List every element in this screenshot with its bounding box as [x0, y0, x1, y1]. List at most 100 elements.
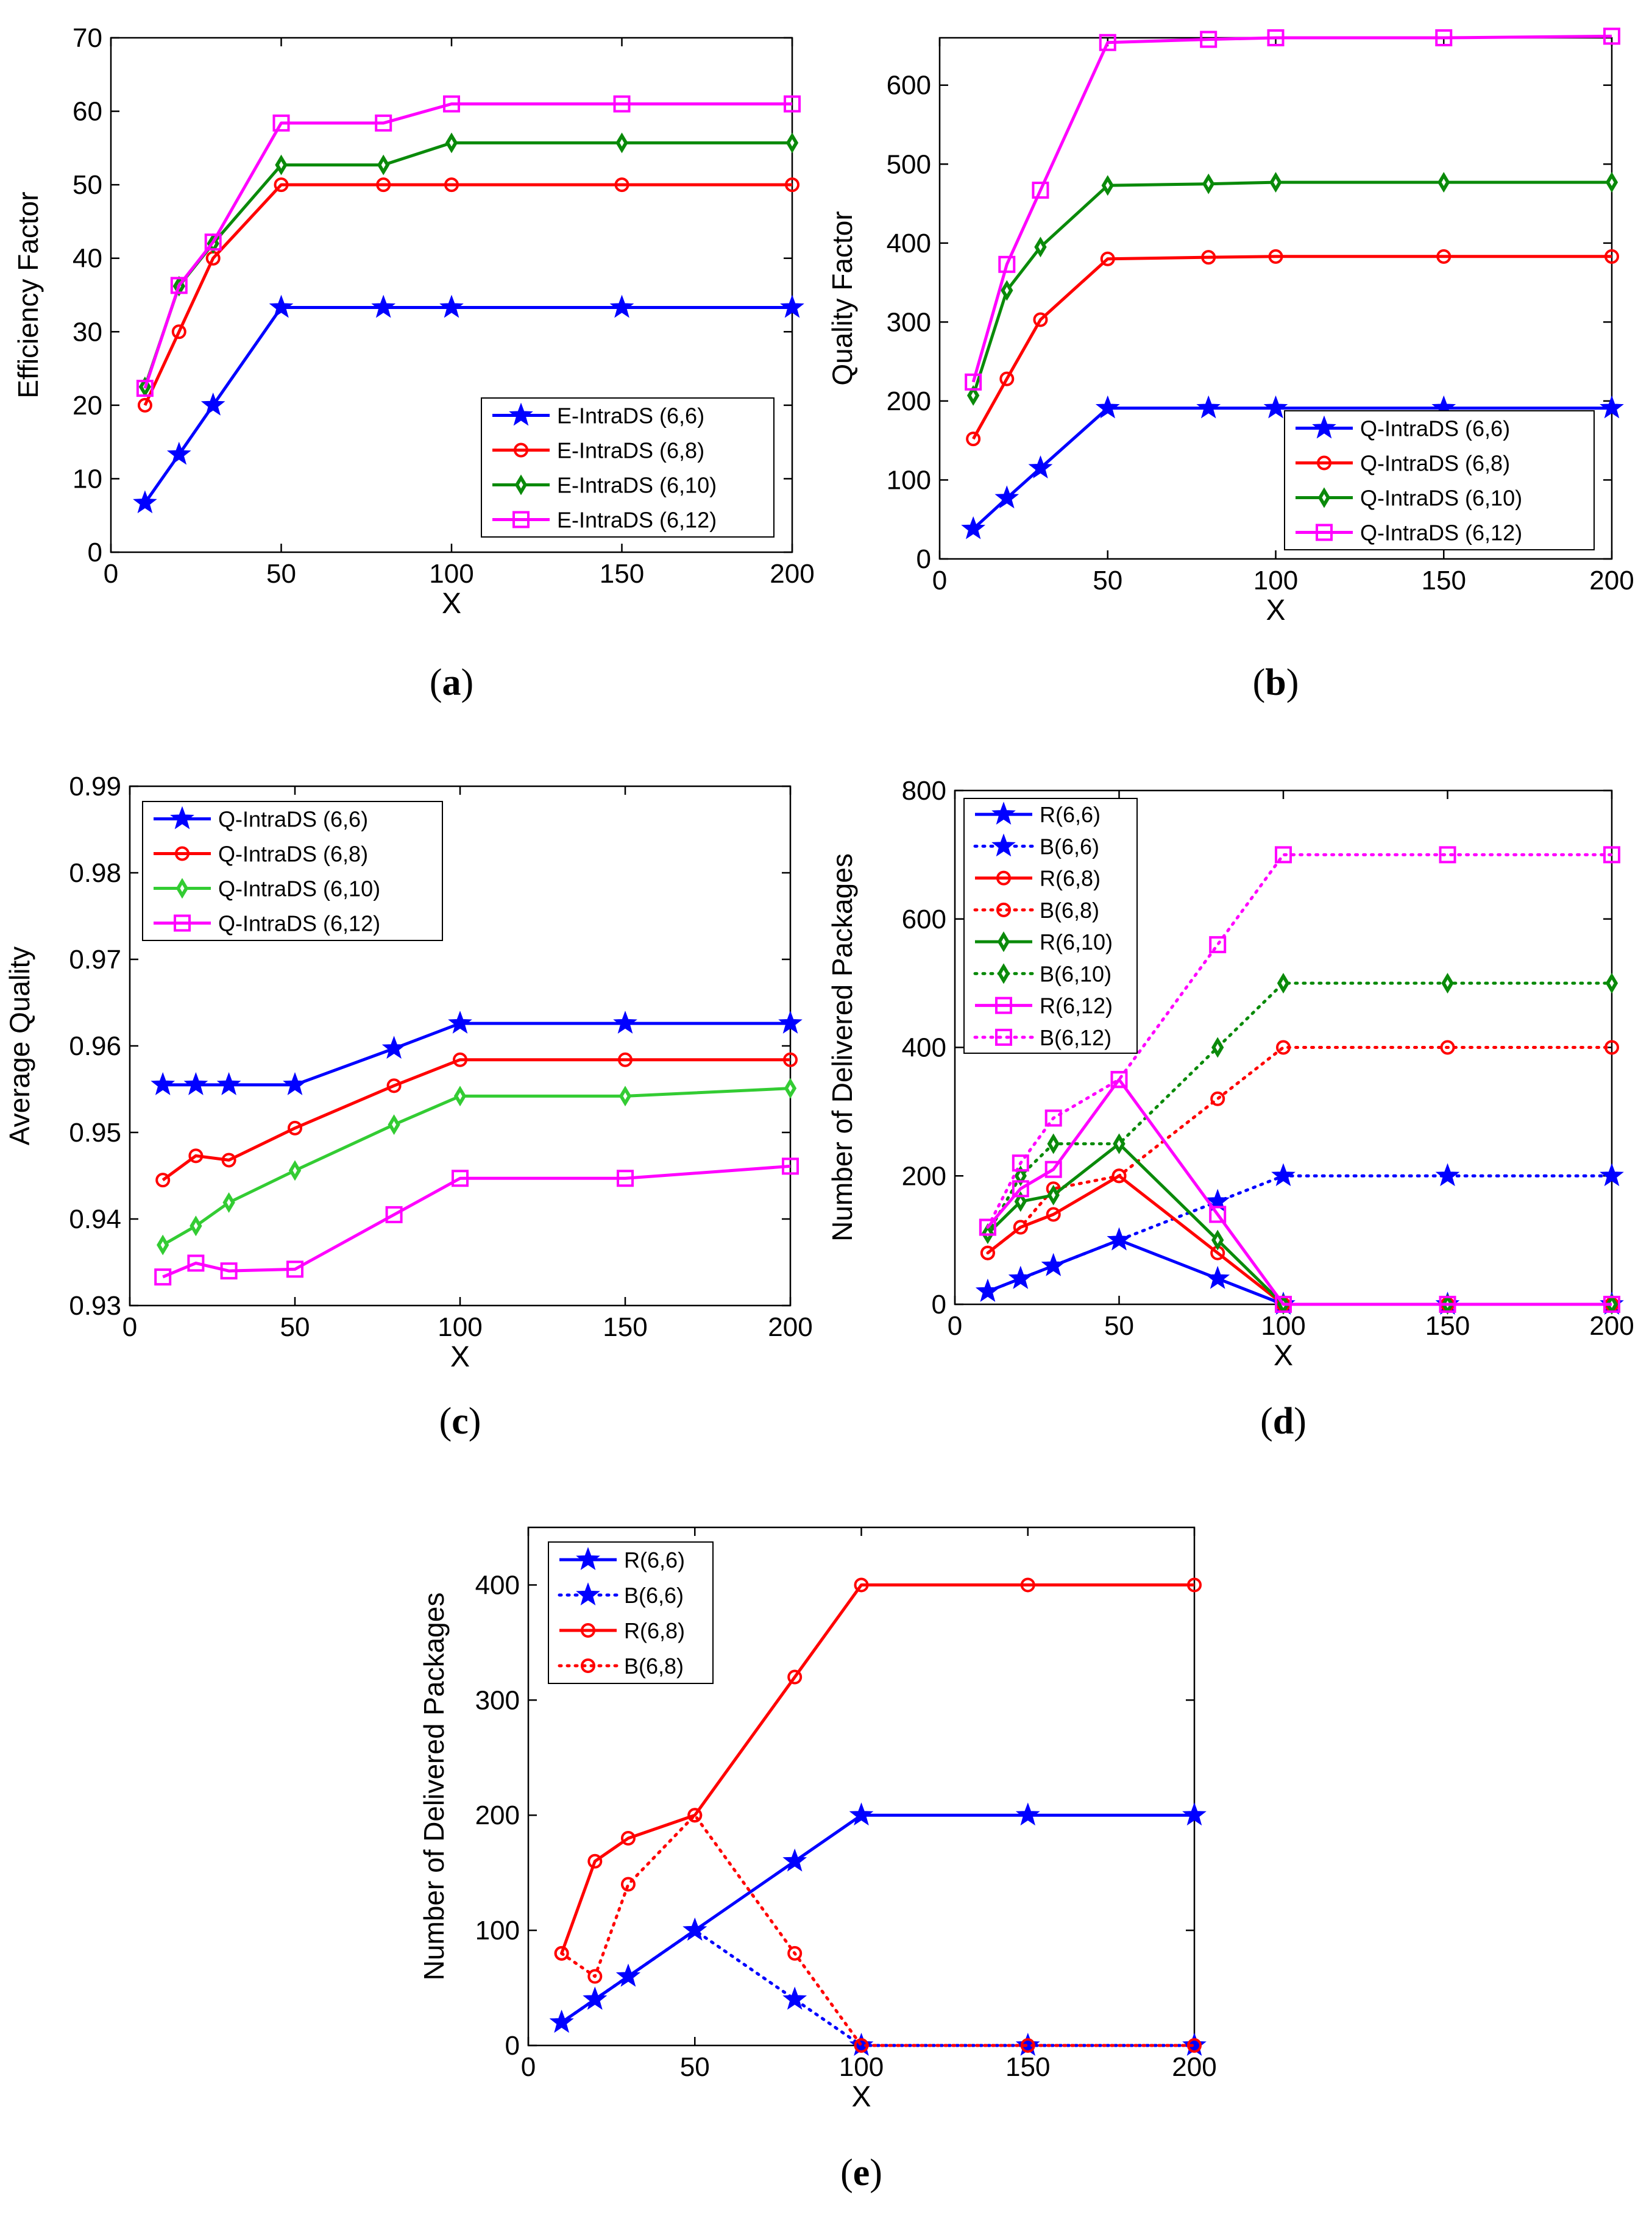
legend-marker: [175, 846, 190, 861]
data-point: [620, 1831, 636, 1846]
data-point: [966, 432, 981, 447]
data-point: [274, 177, 289, 193]
legend-item: B(6,8): [558, 1654, 684, 1679]
legend-box: [548, 1541, 714, 1684]
data-point: [980, 1245, 995, 1260]
data-point: [782, 1157, 799, 1175]
legend: Q-IntraDS (6,6) Q-IntraDS (6,8) Q-IntraDS …: [142, 801, 443, 941]
legend-label: Q-IntraDS (6,8): [1360, 451, 1510, 476]
legend-marker: [514, 474, 528, 496]
legend-item: R(6,6): [559, 1547, 685, 1572]
data-point: [613, 1011, 637, 1034]
legend: R(6,6) B(6,6) R(6,8) B(6,8): [548, 1541, 714, 1684]
data-point: [619, 1086, 632, 1107]
series-4: [554, 1808, 1202, 2053]
x-tick-label: 150: [603, 1312, 647, 1342]
data-point: [1439, 846, 1456, 864]
series-line: [162, 1164, 791, 1279]
y-tick-label: 0.94: [69, 1204, 121, 1234]
legend-label: B(6,8): [624, 1654, 684, 1679]
data-point: [1209, 1206, 1227, 1223]
data-point: [1028, 455, 1053, 478]
y-axis-label: Quality Factor: [826, 211, 858, 385]
series-4: [980, 1040, 1619, 1260]
y-tick-label: 0: [916, 544, 931, 574]
data-point: [1095, 395, 1120, 419]
data-point: [784, 95, 801, 113]
data-point: [1263, 395, 1288, 419]
data-point: [1600, 395, 1624, 419]
legend-label: Q-IntraDS (6,6): [1360, 416, 1510, 441]
legend-item: Q-IntraDS (6,6): [154, 806, 368, 832]
y-tick-label: 20: [73, 391, 102, 421]
series-2: [549, 1917, 1207, 2056]
data-point: [1275, 846, 1292, 864]
legend-marker: [1312, 415, 1336, 439]
legend-item: B(6,10): [973, 961, 1111, 986]
legend-marker: [581, 1658, 595, 1673]
data-point: [1436, 249, 1452, 264]
data-point: [615, 132, 628, 154]
data-point: [439, 294, 464, 318]
y-tick-label: 200: [902, 1161, 946, 1191]
x-tick-label: 0: [104, 559, 118, 589]
y-tick-label: 70: [73, 23, 102, 53]
data-point: [1047, 1133, 1060, 1154]
legend-label: Q-IntraDS (6,10): [1360, 486, 1522, 511]
legend-item: Q-IntraDS (6,8): [154, 842, 368, 867]
data-point: [785, 177, 799, 193]
data-point: [1008, 1265, 1033, 1289]
data-point: [1013, 1220, 1028, 1235]
legend-marker: [509, 402, 533, 426]
legend-marker: [576, 1582, 600, 1605]
data-point: [1210, 1091, 1225, 1106]
x-tick-label: 150: [1422, 566, 1466, 595]
x-tick-label: 200: [770, 559, 814, 589]
legend-label: E-IntraDS (6,8): [557, 438, 704, 463]
data-point: [154, 1268, 172, 1286]
data-point: [377, 154, 390, 176]
data-point: [221, 1153, 236, 1168]
chart-panel-b: 0 50 100 150 200 0 100 200 300 400 500 600 X Quality …: [826, 27, 1634, 703]
legend-item: E-IntraDS (6,6): [492, 402, 704, 428]
legend-marker: [995, 1028, 1012, 1046]
x-tick-label: 50: [680, 2052, 710, 2082]
data-point: [587, 1969, 603, 1984]
data-point: [687, 1808, 703, 1823]
series-2: [155, 1052, 798, 1188]
x-tick-label: 50: [1093, 566, 1122, 595]
data-point: [1600, 1163, 1624, 1187]
legend-item: R(6,8): [559, 1618, 685, 1643]
y-axis-label: Efficiency Factor: [12, 191, 44, 398]
legend-label: R(6,6): [1040, 802, 1101, 827]
legend: Q-IntraDS (6,6) Q-IntraDS (6,8) Q-IntraDS …: [1284, 410, 1595, 550]
data-point: [286, 1260, 303, 1278]
legend-item: R(6,6): [975, 801, 1101, 827]
legend-marker: [170, 806, 194, 830]
data-point: [682, 1917, 707, 1941]
legend-label: R(6,8): [624, 1618, 685, 1643]
legend-item: B(6,6): [973, 833, 1099, 859]
data-point: [1111, 1168, 1127, 1184]
legend-label: B(6,6): [1040, 834, 1099, 859]
series-line: [143, 183, 792, 406]
legend-item: R(6,12): [975, 993, 1113, 1018]
data-point: [1202, 173, 1215, 194]
series-line: [161, 1087, 791, 1246]
x-axis-label: X: [1266, 594, 1285, 627]
y-axis-label: Number of Delivered Packages: [418, 1593, 450, 1981]
y-tick-label: 400: [475, 1570, 520, 1600]
y-tick-label: 0: [505, 2031, 520, 2061]
y-tick-label: 600: [902, 904, 946, 934]
data-point: [1271, 1163, 1296, 1187]
legend-label: Q-IntraDS (6,12): [218, 911, 380, 936]
data-point: [618, 1052, 633, 1067]
x-axis-label: X: [851, 2081, 871, 2113]
data-point: [1012, 1154, 1029, 1172]
legend-item: Q-IntraDS (6,8): [1296, 451, 1510, 476]
data-point: [849, 1802, 874, 1826]
data-point: [778, 1011, 803, 1034]
legend-item: R(6,10): [975, 929, 1113, 954]
